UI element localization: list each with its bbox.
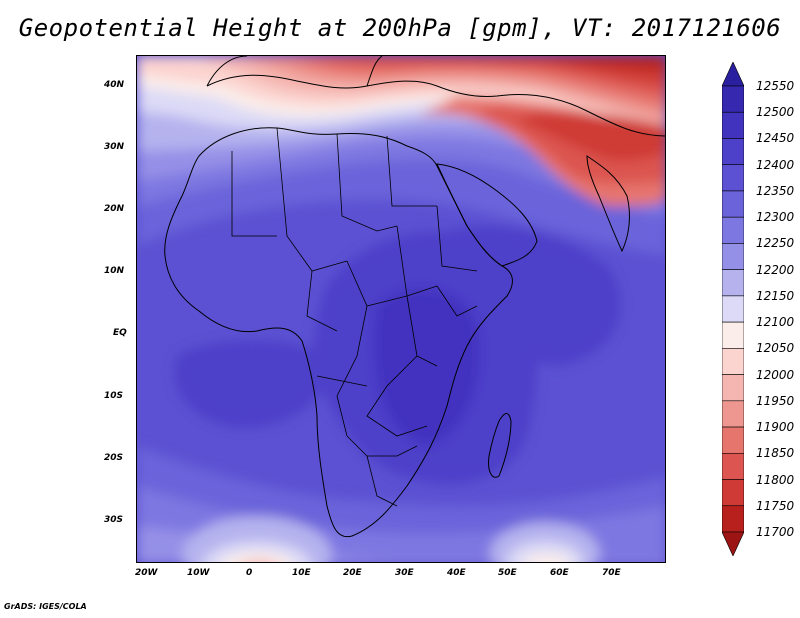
lat-tick-label: 30N bbox=[104, 142, 125, 152]
lon-tick-label: 50E bbox=[498, 568, 517, 578]
chart-title: Geopotential Height at 200hPa [gpm], VT:… bbox=[18, 14, 782, 42]
colorbar-label: 11850 bbox=[756, 446, 795, 461]
colorbar-swatch bbox=[722, 505, 744, 533]
colorbar-swatch bbox=[722, 138, 744, 166]
colorbar-swatch bbox=[722, 452, 744, 480]
colorbar-swatch bbox=[722, 426, 744, 454]
colorbar-label: 12200 bbox=[756, 262, 795, 277]
lat-tick-label: 30S bbox=[104, 515, 124, 525]
lon-tick-label: 40E bbox=[447, 568, 466, 578]
colorbar bbox=[722, 62, 744, 556]
colorbar-label: 12500 bbox=[756, 105, 795, 120]
geopotential-map bbox=[137, 56, 665, 562]
colorbar-label: 11900 bbox=[756, 420, 795, 435]
colorbar-swatch bbox=[722, 190, 744, 218]
credit-label: GrADS: IGES/COLA bbox=[4, 602, 87, 611]
colorbar-label: 12150 bbox=[756, 288, 795, 303]
colorbar-swatch bbox=[722, 400, 744, 428]
lon-tick-label: 70E bbox=[602, 568, 621, 578]
lon-tick-label: 10W bbox=[187, 568, 210, 578]
colorbar-min-triangle bbox=[722, 531, 744, 556]
colorbar-swatch bbox=[722, 243, 744, 270]
colorbar-label: 12250 bbox=[756, 236, 795, 251]
lat-tick-label: 20S bbox=[104, 453, 124, 463]
colorbar-label: 12000 bbox=[756, 367, 795, 382]
colorbar-label: 12050 bbox=[756, 341, 795, 356]
colorbar-swatch bbox=[722, 269, 744, 297]
colorbar-swatch bbox=[722, 321, 744, 349]
lat-tick-label: 10N bbox=[104, 266, 125, 276]
lon-tick-label: 10E bbox=[292, 568, 311, 578]
map-plot-area bbox=[136, 55, 666, 563]
lon-tick-label: 20E bbox=[343, 568, 362, 578]
colorbar-label: 12350 bbox=[756, 183, 795, 198]
height-field-bands bbox=[137, 56, 665, 562]
colorbar-swatch bbox=[722, 85, 744, 113]
colorbar-swatch bbox=[722, 295, 744, 323]
colorbar-label: 12400 bbox=[756, 157, 795, 172]
colorbar-label: 11750 bbox=[756, 498, 795, 513]
colorbar-swatch bbox=[722, 479, 744, 507]
lat-tick-label: 20N bbox=[104, 204, 125, 214]
lat-tick-label: 40N bbox=[104, 80, 125, 90]
lon-tick-label: 30E bbox=[395, 568, 414, 578]
colorbar-swatch bbox=[722, 111, 744, 139]
colorbar-swatch bbox=[722, 216, 744, 244]
lat-tick-label: EQ bbox=[113, 328, 127, 338]
colorbar-max-triangle bbox=[722, 62, 744, 87]
colorbar-label: 12550 bbox=[756, 79, 795, 93]
colorbar-label: 11800 bbox=[756, 472, 795, 487]
country-borders bbox=[231, 127, 478, 507]
colorbar-label: 11700 bbox=[756, 525, 795, 539]
lat-tick-label: 10S bbox=[104, 391, 124, 401]
lon-tick-label: 0 bbox=[246, 568, 253, 578]
lon-tick-label: 60E bbox=[550, 568, 569, 578]
colorbar-swatch bbox=[722, 348, 744, 375]
colorbar-label: 12300 bbox=[756, 210, 795, 225]
coastlines bbox=[164, 56, 665, 538]
colorbar-swatch bbox=[722, 164, 744, 192]
colorbar-swatch bbox=[722, 374, 744, 402]
colorbar-label: 11950 bbox=[756, 393, 795, 408]
colorbar-label: 12450 bbox=[756, 131, 795, 146]
colorbar-label: 12100 bbox=[756, 315, 795, 330]
lon-tick-label: 20W bbox=[135, 568, 158, 578]
